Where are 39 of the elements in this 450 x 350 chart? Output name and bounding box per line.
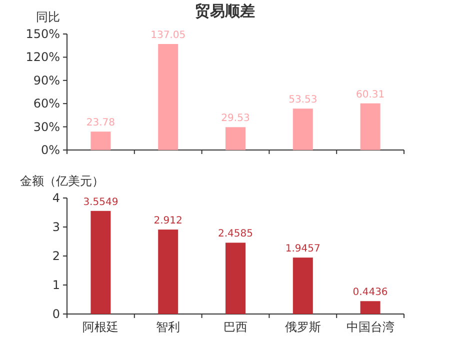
bar bbox=[226, 242, 246, 314]
y-tick-label: 1 bbox=[52, 278, 60, 292]
x-tick-label: 俄罗斯 bbox=[284, 320, 321, 334]
y-tick-label: 2 bbox=[52, 249, 60, 263]
data-label: 3.5549 bbox=[83, 196, 118, 208]
x-tick-label: 中国台湾 bbox=[346, 320, 394, 334]
bar bbox=[90, 210, 111, 314]
bar bbox=[90, 132, 111, 150]
y-tick-label: 3 bbox=[52, 220, 60, 234]
y-axis-title: 同比 bbox=[36, 10, 60, 24]
data-label: 53.53 bbox=[288, 94, 318, 106]
y-tick-label: 150% bbox=[26, 27, 60, 41]
bar bbox=[292, 258, 313, 314]
y-tick-label: 0 bbox=[52, 307, 60, 321]
data-label: 60.31 bbox=[356, 89, 385, 100]
data-label: 23.78 bbox=[86, 118, 116, 129]
y-axis-title: 金额（亿美元） bbox=[20, 174, 104, 188]
data-label: 2.4585 bbox=[218, 228, 253, 240]
bar bbox=[158, 44, 178, 150]
y-tick-label: 0% bbox=[40, 143, 60, 157]
y-tick-label: 60% bbox=[33, 96, 60, 111]
data-label: 0.4436 bbox=[352, 287, 388, 298]
bar bbox=[360, 301, 380, 314]
x-tick-label: 巴西 bbox=[224, 320, 248, 334]
x-tick-label: 阿根廷 bbox=[82, 320, 119, 334]
bar bbox=[226, 127, 246, 150]
bar bbox=[158, 230, 178, 314]
data-label: 29.53 bbox=[221, 113, 250, 124]
data-label: 2.912 bbox=[154, 216, 182, 227]
x-tick-label: 智利 bbox=[156, 320, 180, 334]
y-tick-label: 4 bbox=[52, 191, 60, 205]
data-label: 1.9457 bbox=[285, 244, 320, 255]
data-label: 137.05 bbox=[150, 30, 186, 42]
chart-title: 贸易顺差 bbox=[195, 2, 255, 20]
y-tick-label: 30% bbox=[33, 120, 60, 134]
bar bbox=[360, 103, 380, 150]
y-tick-label: 120% bbox=[26, 50, 60, 64]
bar bbox=[292, 108, 313, 150]
y-tick-label: 90% bbox=[33, 73, 60, 88]
